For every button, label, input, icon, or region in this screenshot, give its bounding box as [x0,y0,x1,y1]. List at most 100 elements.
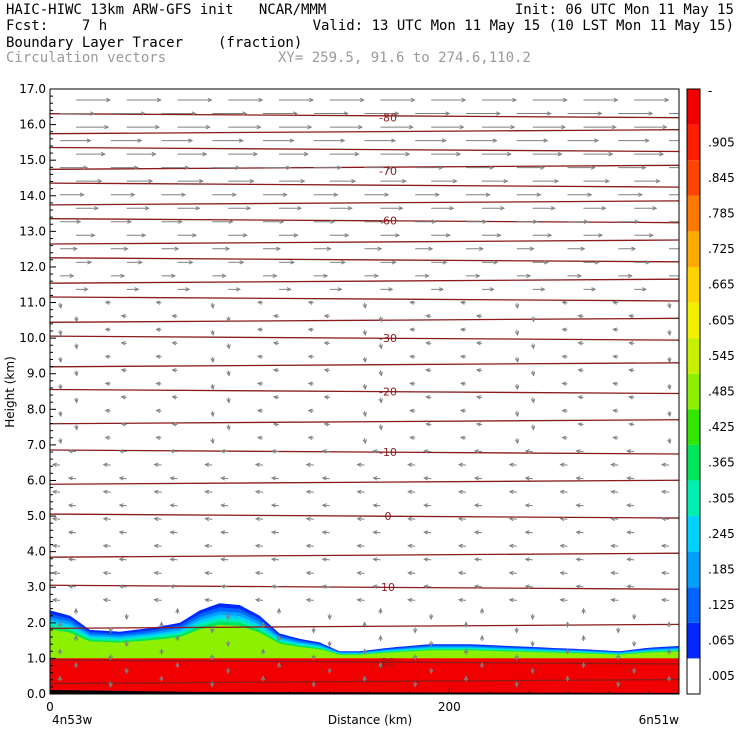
wind-vector-head [428,669,434,675]
wind-vector [576,450,584,453]
wind-vector-head [561,408,567,414]
wind-vector-head [530,344,536,350]
wind-vector [52,599,61,601]
wind-vector-head [543,260,549,265]
wind-vector-head [583,219,589,224]
wind-vector [661,545,670,547]
wind-vector-head [90,233,96,238]
isotherm-contour [50,164,679,170]
wind-vector-head [378,317,383,323]
wind-vector-head [530,669,535,675]
wind-vector-head [270,449,276,454]
wind-vector-head [51,489,57,495]
colorbar-label: .245 [708,527,735,541]
wind-vector [221,450,229,453]
wind-vector-head [536,192,542,197]
colorbar-label: .365 [708,456,735,470]
wind-vector-head [204,462,210,468]
wind-vector [560,545,568,547]
wind-vector-head [118,449,124,454]
wind-vector [611,464,619,466]
wind-vector-head [667,439,672,445]
wind-vector-head [561,435,567,441]
wind-vector [154,572,162,574]
wind-vector-head [235,165,241,170]
wind-vector-head [254,462,260,468]
terrain [50,690,679,694]
colorbar-swatch [687,231,700,267]
wind-vector-head [372,557,378,562]
wind-vector-head [198,178,204,184]
wind-vector-head [409,381,415,386]
wind-vector [103,464,111,466]
wind-vector-head [508,489,514,495]
wind-vector-head [666,675,672,681]
wind-vector-head [508,543,514,549]
wind-vector-head [323,368,329,373]
wind-vector [509,518,517,520]
wind-vector-head [616,655,621,661]
colorbar-label: .725 [708,242,735,256]
y-tick-label: 10.0 [19,331,46,345]
wind-vector-head [188,260,194,265]
wind-vector-head [337,287,343,292]
colorbar-swatch [687,89,700,125]
colorbar-label: .185 [708,562,735,576]
colorbar-swatch [687,587,700,623]
wind-vector-head [108,628,113,634]
wind-vector-head [58,412,63,418]
wind-vector-head [226,317,231,323]
wind-vector-head [407,543,413,549]
wind-vector-head [533,219,539,224]
wind-vector [560,491,568,493]
wind-vector-head [311,628,316,634]
wind-vector-head [374,273,380,279]
wind-vector-head [473,503,479,508]
cross-section-coords: XY= 259.5, 91.6 to 274.6,110.2 [278,50,531,66]
isotherm-contour [50,513,679,519]
y-tick-label: 9.0 [27,367,46,381]
wind-vector-head [610,570,616,576]
wind-vector-head [272,422,278,427]
wind-vector [661,491,670,493]
wind-vector-head [169,584,175,589]
wind-vector [611,572,619,574]
wind-vector [52,572,61,574]
wind-vector-head [612,354,618,359]
wind-vector [170,531,178,534]
wind-vector-head [645,260,651,265]
wind-vector-head [459,327,466,332]
wind-vector-head [591,287,597,292]
wind-vector-head [626,476,632,481]
wind-vector-head [575,449,581,454]
wind-vector-head [605,178,610,184]
wind-vector-head [409,408,415,414]
wind-vector-head [289,138,295,143]
wind-vector-head [169,449,175,454]
wind-vector-head [561,381,567,386]
wind-vector-head [58,384,63,391]
wind-vector-head [475,314,481,319]
wind-vector [474,477,483,480]
isotherm-label: -10 [379,446,397,459]
wind-vector-head [351,178,357,184]
wind-vector-head [478,246,484,251]
wind-vector-head [524,584,530,589]
wind-vector-head [340,138,346,143]
wind-vector-head [510,124,516,130]
wind-vector-head [104,124,110,130]
wind-vector-head [362,648,367,654]
wind-vector-head [667,384,672,391]
wind-vector [576,585,584,588]
wind-vector [373,558,381,561]
wind-vector-head [456,151,462,157]
wind-vector-head [151,151,157,157]
wind-vector-head [442,260,448,265]
wind-vector-head [514,357,520,364]
wind-vector-head [459,381,466,386]
wind-vector [255,572,264,574]
wind-vector-head [153,489,159,495]
isotherm-label: -30 [379,332,397,345]
wind-vector-head [226,398,231,404]
wind-vector [170,477,178,480]
